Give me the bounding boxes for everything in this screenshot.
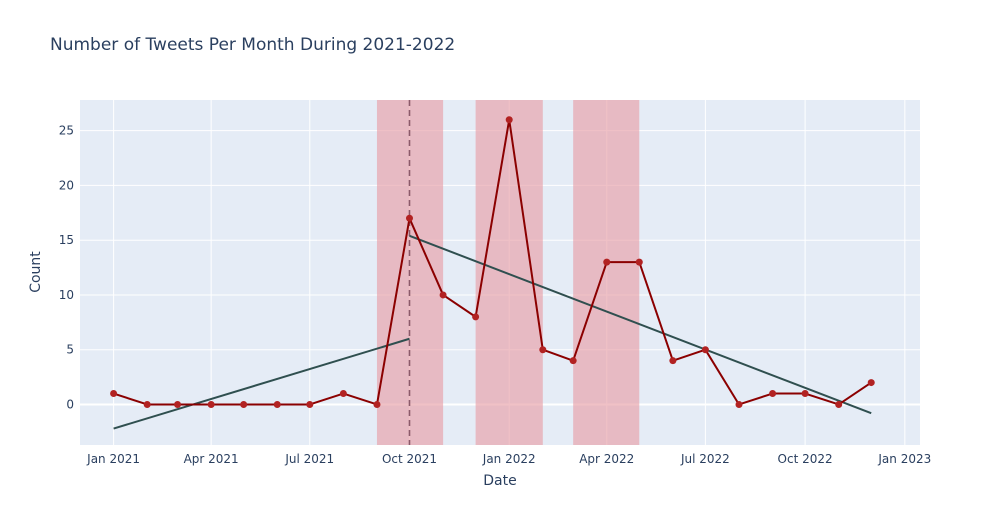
shaded-region	[573, 100, 640, 445]
data-point	[505, 116, 513, 124]
x-tick-label: Apr 2022	[579, 452, 634, 466]
y-tick-label: 5	[66, 343, 74, 357]
y-tick-label: 15	[59, 233, 74, 247]
data-point	[835, 400, 843, 408]
x-tick-label: Jul 2022	[680, 452, 730, 466]
data-point	[635, 258, 643, 266]
data-point	[735, 400, 743, 408]
y-tick-label: 10	[59, 288, 74, 302]
data-point	[174, 400, 182, 408]
x-tick-label: Jan 2023	[877, 452, 931, 466]
data-point	[110, 390, 118, 398]
data-point	[273, 400, 281, 408]
trend-line	[409, 234, 872, 415]
data-point	[569, 357, 577, 365]
data-point	[207, 400, 215, 408]
data-point	[373, 400, 381, 408]
x-tick-label: Jan 2021	[86, 452, 140, 466]
x-axis-title: Date	[483, 473, 516, 489]
plot-area	[80, 100, 920, 445]
y-tick-label: 25	[59, 124, 74, 138]
data-point	[801, 390, 809, 398]
trend-line	[113, 337, 410, 430]
data-point	[439, 291, 447, 299]
data-point	[306, 400, 314, 408]
data-point	[669, 357, 677, 365]
data-point	[867, 379, 875, 387]
data-point	[405, 214, 413, 222]
x-tick-label: Jan 2022	[482, 452, 536, 466]
data-point	[240, 400, 248, 408]
y-axis-title: Count	[28, 251, 44, 293]
data-point	[769, 390, 777, 398]
data-point	[472, 313, 480, 321]
x-tick-label: Oct 2021	[382, 452, 437, 466]
y-tick-label: 20	[59, 178, 74, 192]
data-point	[603, 258, 611, 266]
x-tick-label: Apr 2021	[184, 452, 239, 466]
x-tick-label: Oct 2022	[778, 452, 833, 466]
data-point	[539, 346, 547, 354]
data-point	[701, 346, 709, 354]
shaded-region	[475, 100, 543, 445]
chart-title: Number of Tweets Per Month During 2021-2…	[50, 35, 455, 55]
x-tick-label: Jul 2021	[284, 452, 334, 466]
data-point	[339, 390, 347, 398]
series-line	[113, 118, 872, 406]
data-point	[143, 400, 151, 408]
y-tick-label: 0	[66, 397, 74, 411]
